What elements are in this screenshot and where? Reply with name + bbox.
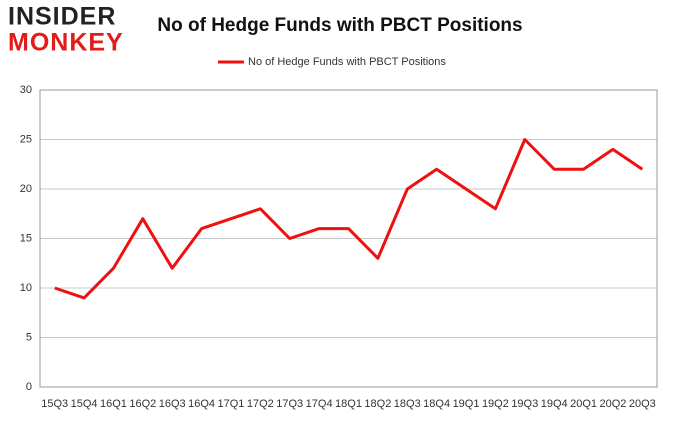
x-tick-label: 17Q1 bbox=[218, 398, 245, 410]
x-tick-label: 18Q3 bbox=[394, 398, 421, 410]
x-tick-label: 18Q4 bbox=[423, 398, 450, 410]
x-tick-label: 16Q1 bbox=[100, 398, 127, 410]
legend-label: No of Hedge Funds with PBCT Positions bbox=[248, 56, 446, 68]
chart-title: No of Hedge Funds with PBCT Positions bbox=[157, 15, 522, 36]
x-tick-label: 17Q4 bbox=[306, 398, 333, 410]
logo-bottom: MONKEY bbox=[8, 29, 124, 57]
y-tick-label: 15 bbox=[20, 232, 32, 244]
y-tick-label: 5 bbox=[26, 331, 32, 343]
plot-border bbox=[39, 89, 658, 388]
y-tick-label: 30 bbox=[20, 84, 32, 96]
logo-top: INSIDER bbox=[8, 3, 116, 31]
x-tick-label: 19Q4 bbox=[541, 398, 568, 410]
x-tick-label: 19Q1 bbox=[453, 398, 480, 410]
x-tick-label: 15Q4 bbox=[71, 398, 98, 410]
x-tick-label: 18Q1 bbox=[335, 398, 362, 410]
x-tick-label: 20Q1 bbox=[570, 398, 597, 410]
y-tick-label: 20 bbox=[20, 183, 32, 195]
x-tick-label: 20Q2 bbox=[599, 398, 626, 410]
x-tick-label: 20Q3 bbox=[629, 398, 656, 410]
x-tick-label: 15Q3 bbox=[41, 398, 68, 410]
x-tick-label: 19Q3 bbox=[511, 398, 538, 410]
y-tick-label: 25 bbox=[20, 133, 32, 145]
y-tick-label: 10 bbox=[20, 282, 32, 294]
y-tick-label: 0 bbox=[26, 381, 32, 393]
x-tick-label: 19Q2 bbox=[482, 398, 509, 410]
x-tick-label: 18Q2 bbox=[364, 398, 391, 410]
x-tick-label: 17Q2 bbox=[247, 398, 274, 410]
x-tick-label: 16Q2 bbox=[129, 398, 156, 410]
x-tick-label: 17Q3 bbox=[276, 398, 303, 410]
x-tick-label: 16Q4 bbox=[188, 398, 215, 410]
data-line bbox=[54, 138, 644, 300]
x-tick-label: 16Q3 bbox=[159, 398, 186, 410]
